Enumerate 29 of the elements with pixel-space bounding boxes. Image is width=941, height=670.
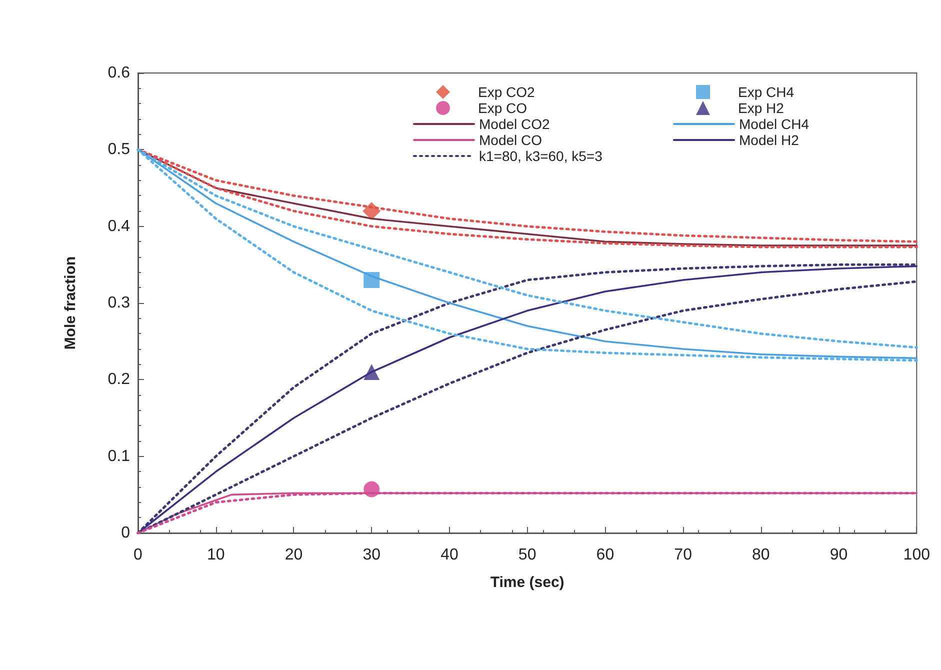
legend-label: Exp CO2	[478, 84, 536, 100]
x-tick-label: 100	[903, 546, 930, 564]
y-tick-label: 0.2	[108, 371, 130, 388]
legend-label: Model H2	[739, 132, 800, 148]
x-tick-label: 20	[284, 546, 303, 564]
y-tick-label: 0.3	[108, 294, 130, 312]
y-tick-label: 0.1	[108, 448, 130, 465]
y-tick-label: 0.6	[108, 64, 130, 82]
y-tick-label: 0.4	[108, 218, 130, 235]
y-axis-title: Mole fraction	[62, 256, 79, 350]
legend-label: Model CO	[479, 132, 542, 148]
x-tick-label: 10	[206, 546, 225, 564]
legend-label: Model CO2	[479, 116, 550, 132]
x-tick-label: 0	[134, 546, 143, 564]
x-tick-label: 30	[362, 546, 381, 564]
x-tick-label: 90	[830, 546, 848, 564]
x-tick-label: 40	[440, 546, 458, 564]
legend-label: Exp H2	[738, 100, 784, 116]
legend-label: Exp CH4	[738, 84, 794, 100]
x-axis-title: Time (sec)	[490, 574, 564, 591]
x-tick-label: 50	[518, 546, 536, 564]
legend-label: Exp CO	[478, 100, 528, 116]
y-tick-label: 0	[121, 524, 130, 542]
x-tick-label: 80	[752, 546, 770, 564]
x-tick-label: 60	[596, 546, 614, 564]
legend-label: k1=80, k3=60, k5=3	[479, 148, 603, 164]
y-tick-label: 0.5	[108, 141, 130, 158]
x-tick-label: 70	[674, 546, 692, 564]
legend-label: Model CH4	[739, 116, 810, 132]
